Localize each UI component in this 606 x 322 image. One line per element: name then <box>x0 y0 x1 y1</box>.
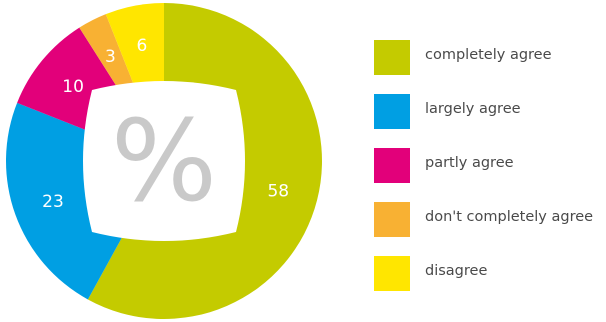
legend-label: don't completely agree <box>425 209 594 225</box>
legend-swatch <box>374 148 410 183</box>
legend-label: completely agree <box>425 47 552 63</box>
legend-item-partly-agree: partly agree <box>374 148 606 183</box>
legend: completely agree largely agree partly ag… <box>374 40 606 310</box>
legend-label: largely agree <box>425 101 521 117</box>
center-percent-symbol: % <box>111 97 217 227</box>
legend-swatch <box>374 40 410 75</box>
slice-value-label: 6 <box>136 36 147 56</box>
donut-chart: % 58 23 10 36 <box>6 2 322 319</box>
legend-label: partly agree <box>425 155 514 171</box>
legend-item-disagree: disagree <box>374 256 606 291</box>
slice-value-label: 23 <box>42 192 64 212</box>
legend-label: disagree <box>425 263 488 279</box>
slice-value-label: 3 <box>105 47 116 67</box>
legend-item-completely-agree: completely agree <box>374 40 606 75</box>
legend-swatch <box>374 256 410 291</box>
legend-swatch <box>374 202 410 237</box>
legend-item-dont-completely-agree: don't completely agree <box>374 202 606 237</box>
legend-swatch <box>374 94 410 129</box>
legend-item-largely-agree: largely agree <box>374 94 606 129</box>
slice-value-label: 58 <box>267 181 289 201</box>
center-panel <box>83 81 245 241</box>
slice-value-label: 10 <box>62 77 84 97</box>
